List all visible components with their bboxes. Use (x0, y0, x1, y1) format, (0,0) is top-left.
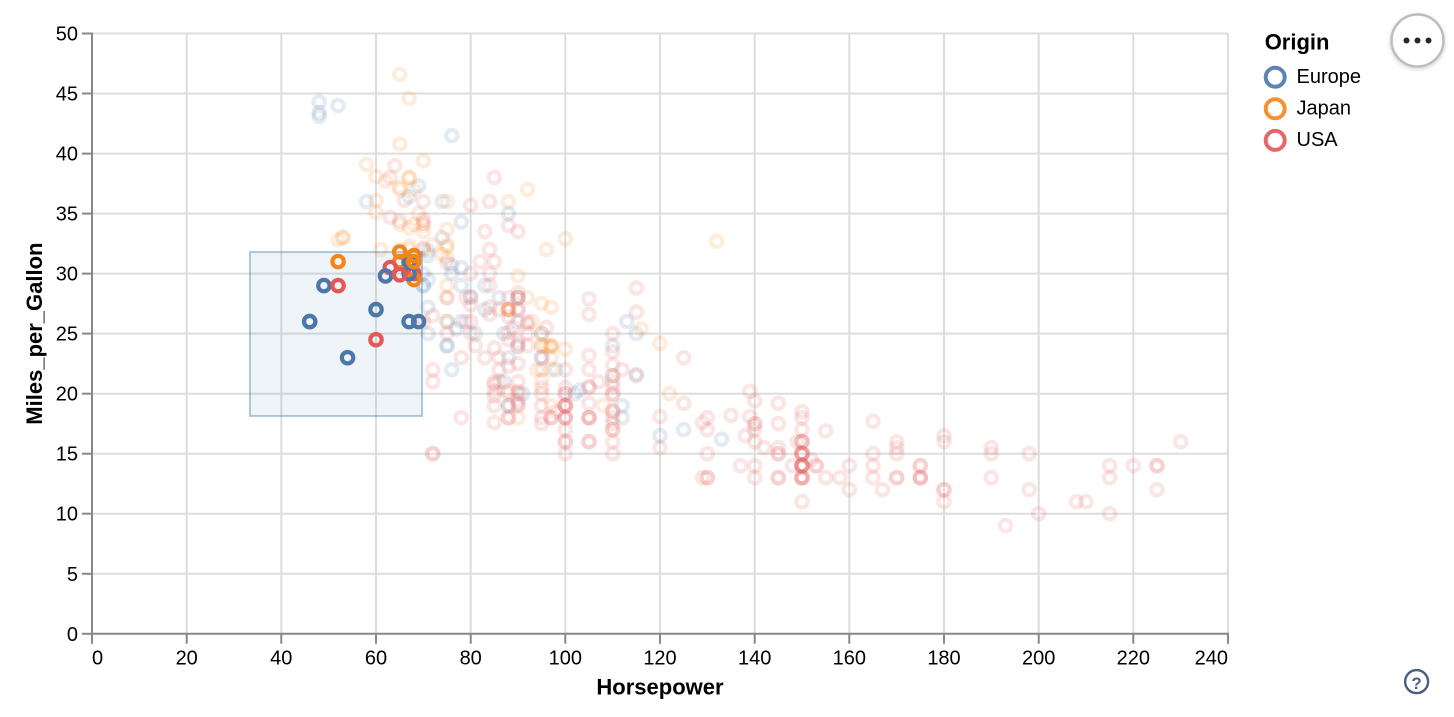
svg-text:45: 45 (56, 84, 78, 106)
svg-text:Japan: Japan (1297, 98, 1352, 120)
svg-text:60: 60 (365, 648, 387, 670)
svg-text:120: 120 (643, 648, 676, 670)
svg-text:20: 20 (56, 384, 78, 406)
svg-text:Origin: Origin (1265, 29, 1330, 54)
svg-text:35: 35 (56, 204, 78, 226)
svg-text:140: 140 (738, 648, 771, 670)
svg-text:160: 160 (833, 648, 866, 670)
svg-text:40: 40 (270, 648, 292, 670)
svg-text:Horsepower: Horsepower (596, 675, 724, 700)
svg-text:15: 15 (56, 444, 78, 466)
svg-text:180: 180 (927, 648, 960, 670)
svg-text:30: 30 (56, 264, 78, 286)
svg-text:0: 0 (92, 648, 103, 670)
svg-text:5: 5 (67, 564, 78, 586)
svg-text:100: 100 (549, 648, 582, 670)
svg-text:80: 80 (460, 648, 482, 670)
svg-text:20: 20 (176, 648, 198, 670)
svg-text:0: 0 (67, 624, 78, 646)
svg-text:25: 25 (56, 324, 78, 346)
svg-text:220: 220 (1117, 648, 1150, 670)
svg-text:240: 240 (1195, 648, 1228, 670)
svg-text:Europe: Europe (1297, 66, 1362, 88)
svg-text:50: 50 (56, 24, 78, 46)
svg-text:?: ? (1411, 674, 1421, 693)
svg-text:Miles_per_Gallon: Miles_per_Gallon (22, 243, 47, 425)
svg-text:200: 200 (1022, 648, 1055, 670)
svg-text:10: 10 (56, 504, 78, 526)
svg-text:USA: USA (1297, 129, 1339, 151)
svg-text:40: 40 (56, 144, 78, 166)
